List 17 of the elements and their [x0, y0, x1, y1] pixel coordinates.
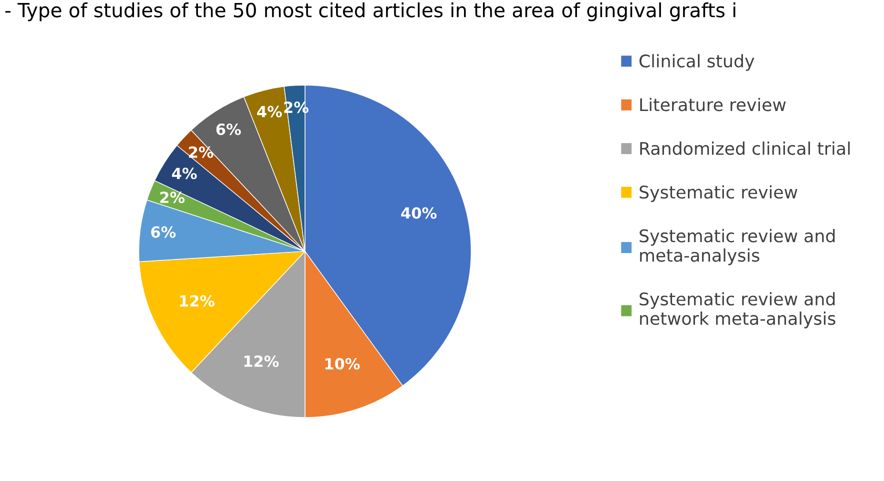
data-label: 2% [189, 146, 214, 158]
legend-label: Systematic review and meta-analysis [640, 228, 835, 266]
data-label: 4% [172, 168, 197, 180]
data-label: 6% [151, 226, 176, 238]
data-label: 4% [257, 106, 282, 118]
legend-label: Literature review [640, 98, 786, 112]
data-label: 2% [160, 192, 185, 204]
legend-label: Randomized clinical trial [640, 142, 850, 155]
legend-label: Systematic review and network meta-analysis [640, 292, 836, 328]
chart-title: - Type of studies of the 50 most cited articles in the area of gingival grafts i [5, 2, 736, 22]
data-label: 12% [244, 355, 279, 368]
legend-label: Clinical study [640, 54, 754, 71]
data-label: 10% [325, 358, 360, 370]
data-label: 6% [216, 124, 241, 136]
legend-label: Systematic review [640, 185, 798, 202]
data-label: 40% [401, 207, 437, 219]
data-label: 12% [180, 295, 215, 307]
